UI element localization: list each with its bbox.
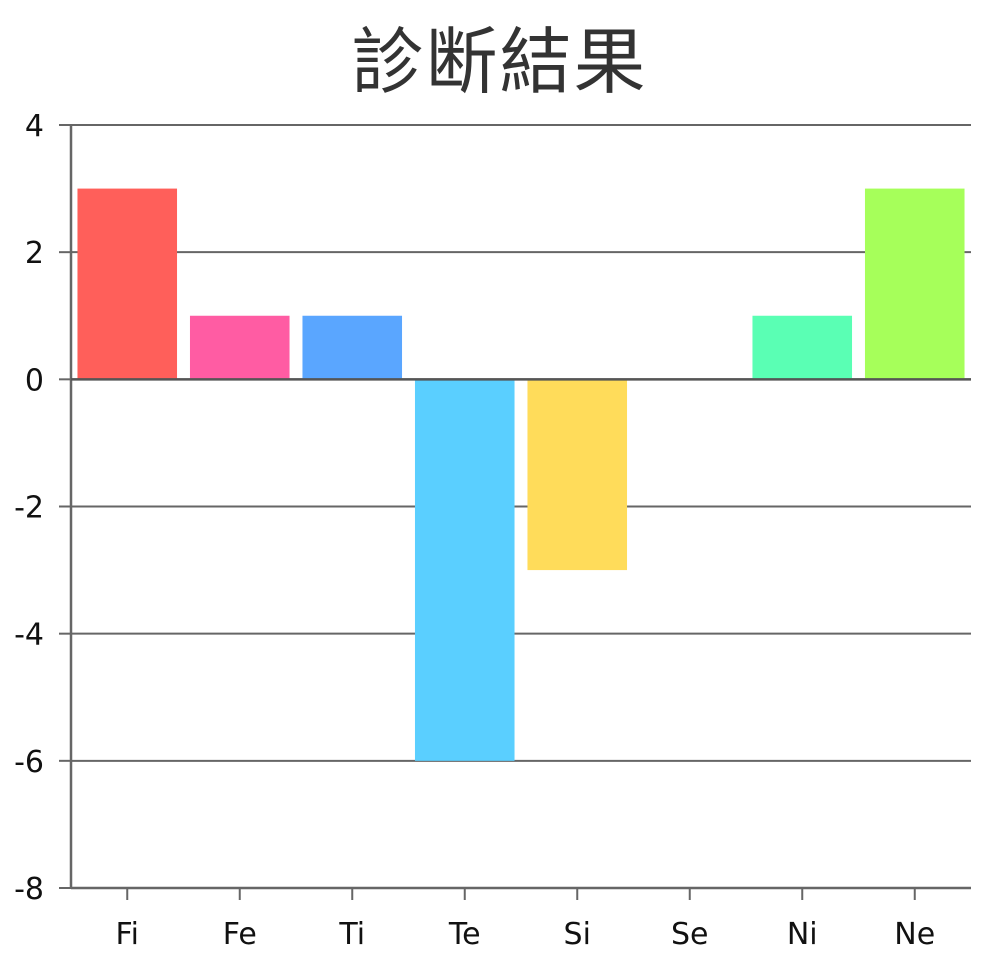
- bar-Ni: [752, 315, 853, 380]
- bar-Ti: [302, 315, 403, 380]
- y-tick-label: -4: [14, 618, 44, 653]
- bar-Si: [527, 379, 628, 571]
- y-tick-label: -2: [14, 491, 44, 526]
- x-tick-label: Fe: [223, 917, 257, 952]
- bars: [77, 188, 965, 761]
- y-tick-label: 4: [25, 109, 44, 144]
- y-tick-label: 2: [25, 236, 44, 271]
- x-tick-label: Ni: [787, 917, 818, 952]
- y-tick-label: -8: [14, 872, 44, 907]
- x-tick-label: Se: [671, 917, 709, 952]
- chart-title: 診断結果: [351, 20, 648, 104]
- bar-Ne: [864, 188, 965, 380]
- bar-Fi: [77, 188, 178, 380]
- x-tick-label: Fi: [116, 917, 139, 952]
- x-tick-label: Ne: [894, 917, 935, 952]
- x-tick-label: Si: [564, 917, 591, 952]
- x-tick-label: Ti: [338, 917, 365, 952]
- axes: [59, 124, 971, 900]
- bar-Te: [414, 379, 515, 761]
- bar-Fe: [189, 315, 290, 380]
- y-tick-label: -6: [14, 745, 44, 780]
- y-tick-label: 0: [25, 363, 44, 398]
- tick-labels: 4 2 0 -2 -4 -6 -8 Fi Fe Ti Te Si Se Ni Ne: [14, 109, 935, 952]
- gridlines: [71, 124, 971, 889]
- x-tick-label: Te: [448, 917, 481, 952]
